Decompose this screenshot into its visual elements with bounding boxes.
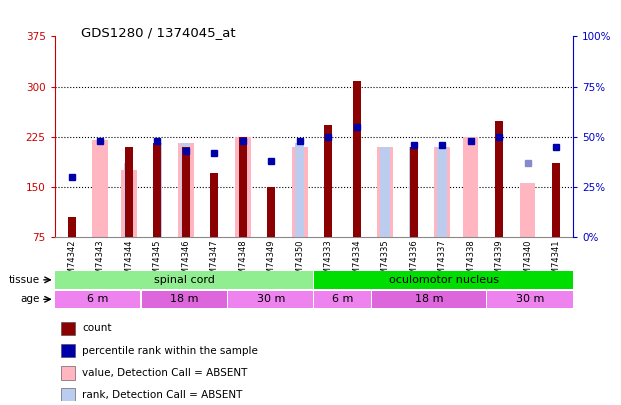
Bar xyxy=(61,322,75,335)
Bar xyxy=(55,290,140,308)
Bar xyxy=(378,147,393,237)
Text: age: age xyxy=(20,294,39,304)
Bar xyxy=(121,170,137,237)
Bar xyxy=(182,147,189,237)
Bar xyxy=(68,217,76,237)
Text: 18 m: 18 m xyxy=(415,294,443,304)
Bar xyxy=(178,143,194,237)
Bar xyxy=(295,143,304,237)
Bar xyxy=(267,187,275,237)
Bar xyxy=(552,164,560,237)
Text: oculomotor nucleus: oculomotor nucleus xyxy=(389,275,499,285)
Bar xyxy=(55,271,314,289)
Text: spinal cord: spinal cord xyxy=(154,275,215,285)
Bar xyxy=(437,147,447,237)
Text: value, Detection Call = ABSENT: value, Detection Call = ABSENT xyxy=(82,368,248,378)
Bar xyxy=(381,147,390,237)
Text: tissue: tissue xyxy=(8,275,39,285)
Text: percentile rank within the sample: percentile rank within the sample xyxy=(82,345,258,356)
Bar xyxy=(93,140,108,237)
Bar xyxy=(434,147,450,237)
Bar xyxy=(292,147,307,237)
Text: 6 m: 6 m xyxy=(87,294,109,304)
Bar xyxy=(314,271,573,289)
Bar xyxy=(324,125,332,237)
Text: rank, Detection Call = ABSENT: rank, Detection Call = ABSENT xyxy=(82,390,242,400)
Bar xyxy=(314,290,371,308)
Bar xyxy=(228,290,314,308)
Bar xyxy=(61,344,75,357)
Bar xyxy=(125,147,133,237)
Bar xyxy=(353,81,361,237)
Bar xyxy=(124,164,134,237)
Bar xyxy=(495,122,503,237)
Text: 30 m: 30 m xyxy=(256,294,285,304)
Bar xyxy=(409,147,419,237)
Bar xyxy=(181,143,191,237)
Bar xyxy=(153,143,161,237)
Bar xyxy=(61,366,75,379)
Text: 6 m: 6 m xyxy=(332,294,353,304)
Text: 18 m: 18 m xyxy=(170,294,199,304)
Bar xyxy=(487,290,573,308)
Bar xyxy=(235,137,250,237)
Bar xyxy=(153,143,162,237)
Bar xyxy=(520,183,535,237)
Bar xyxy=(238,137,247,237)
Text: count: count xyxy=(82,323,112,333)
Bar xyxy=(142,290,227,308)
Bar xyxy=(463,137,478,237)
Bar xyxy=(211,173,218,237)
Bar xyxy=(372,290,486,308)
Text: GDS1280 / 1374045_at: GDS1280 / 1374045_at xyxy=(81,26,235,39)
Text: 30 m: 30 m xyxy=(516,294,544,304)
Bar xyxy=(61,388,75,402)
Bar xyxy=(410,147,417,237)
